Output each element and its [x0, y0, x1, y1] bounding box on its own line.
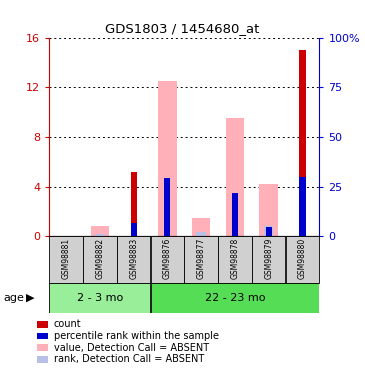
Bar	[151, 283, 319, 313]
Text: GSM98881: GSM98881	[62, 238, 71, 279]
Text: GSM98883: GSM98883	[129, 238, 138, 279]
Bar	[252, 236, 285, 283]
Bar	[95, 234, 105, 236]
Text: age: age	[4, 293, 24, 303]
Bar	[131, 172, 137, 236]
Bar	[299, 50, 306, 236]
Bar	[266, 227, 272, 236]
Text: GSM98882: GSM98882	[95, 238, 104, 279]
Text: GSM98876: GSM98876	[163, 238, 172, 279]
Bar	[184, 236, 218, 283]
Bar	[286, 236, 319, 283]
Bar	[226, 118, 244, 236]
Text: rank, Detection Call = ABSENT: rank, Detection Call = ABSENT	[54, 354, 204, 364]
Text: GSM98879: GSM98879	[264, 238, 273, 279]
Bar	[218, 236, 252, 283]
Bar	[83, 236, 117, 283]
Text: value, Detection Call = ABSENT: value, Detection Call = ABSENT	[54, 343, 209, 352]
Bar	[196, 232, 206, 236]
Bar	[49, 236, 83, 283]
Text: 22 - 23 mo: 22 - 23 mo	[205, 293, 265, 303]
Bar	[192, 217, 211, 236]
Text: GSM98878: GSM98878	[230, 238, 239, 279]
Text: count: count	[54, 320, 81, 329]
Bar	[164, 178, 170, 236]
Bar	[151, 236, 184, 283]
Bar	[158, 81, 177, 236]
Text: ▶: ▶	[26, 293, 35, 303]
Text: 2 - 3 mo: 2 - 3 mo	[77, 293, 123, 303]
Bar	[264, 226, 273, 236]
Bar	[260, 184, 278, 236]
Text: GDS1803 / 1454680_at: GDS1803 / 1454680_at	[105, 22, 260, 34]
Bar	[232, 193, 238, 236]
Text: GSM98877: GSM98877	[197, 238, 206, 279]
Bar	[91, 226, 109, 236]
Bar	[299, 177, 306, 236]
Bar	[117, 236, 150, 283]
Bar	[131, 223, 137, 236]
Bar	[49, 283, 150, 313]
Text: percentile rank within the sample: percentile rank within the sample	[54, 331, 219, 341]
Text: GSM98880: GSM98880	[298, 238, 307, 279]
